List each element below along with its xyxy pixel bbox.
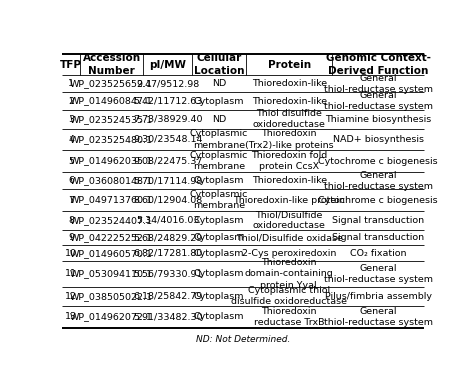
Text: 7.73/38929.40: 7.73/38929.40 [133, 115, 202, 124]
Text: 5: 5 [68, 157, 74, 166]
Text: ND: ND [212, 79, 226, 88]
Text: General
thiol-reductase system: General thiol-reductase system [324, 170, 433, 191]
Text: WP_023525652.1: WP_023525652.1 [70, 79, 153, 88]
Text: WP_053094110.1: WP_053094110.1 [70, 269, 153, 278]
Text: Protein: Protein [268, 60, 311, 70]
Text: General
thiol-reductase system: General thiol-reductase system [324, 91, 433, 111]
Text: Cytoplasmic
membrane: Cytoplasmic membrane [190, 129, 248, 149]
Text: TFP: TFP [60, 60, 82, 70]
Text: 12: 12 [65, 292, 77, 301]
Text: 11: 11 [65, 269, 77, 278]
Text: 2: 2 [68, 96, 74, 106]
Text: WP_049713760.1: WP_049713760.1 [70, 195, 153, 204]
Text: WP_014962035.1: WP_014962035.1 [70, 157, 153, 166]
Text: Thioredoxin-like: Thioredoxin-like [252, 79, 327, 88]
Text: WP_014960847.1: WP_014960847.1 [70, 96, 153, 106]
Text: pI/MW: pI/MW [149, 60, 186, 70]
Text: WP_023524535.1: WP_023524535.1 [70, 115, 153, 124]
Text: Cytochrome c biogenesis: Cytochrome c biogenesis [318, 195, 438, 204]
Text: Thioredoxin-like protein: Thioredoxin-like protein [233, 195, 345, 204]
Text: 8.60/12904.08: 8.60/12904.08 [133, 195, 202, 204]
Text: WP_023525480.1: WP_023525480.1 [70, 135, 153, 144]
Text: WP_038505022.1: WP_038505022.1 [70, 292, 153, 301]
Text: CO₂ fixation: CO₂ fixation [350, 249, 406, 258]
Text: Thioredoxin
(Trx2)-like proteins: Thioredoxin (Trx2)-like proteins [245, 129, 334, 149]
Text: Thioredoxin fold
protein CcsX: Thioredoxin fold protein CcsX [251, 151, 328, 171]
Text: Thiol disulfide
oxidoreductase: Thiol disulfide oxidoreductase [253, 109, 326, 129]
Text: Accession
Number: Accession Number [82, 53, 141, 76]
Text: Genomic Context-
Derived Function: Genomic Context- Derived Function [326, 53, 430, 76]
Text: Thioredoxin-like: Thioredoxin-like [252, 96, 327, 106]
Text: Cytoplasm: Cytoplasm [194, 176, 244, 185]
Text: Signal transduction: Signal transduction [332, 233, 424, 242]
Text: 9.08/22475.37: 9.08/22475.37 [133, 157, 202, 166]
Text: Thioredoxin
reductase TrxB: Thioredoxin reductase TrxB [254, 307, 325, 327]
Text: 10: 10 [65, 249, 77, 258]
Text: 2-Cys peroxiredoxin: 2-Cys peroxiredoxin [242, 249, 337, 258]
Text: Thioredoxin-like: Thioredoxin-like [252, 176, 327, 185]
Text: Cytoplasm: Cytoplasm [194, 292, 244, 301]
Text: 4: 4 [68, 135, 74, 144]
Text: WP_042225252.1: WP_042225252.1 [70, 233, 153, 242]
Text: NAD+ biosynthesis: NAD+ biosynthesis [333, 135, 424, 144]
Text: Cytochrome c biogenesis: Cytochrome c biogenesis [318, 157, 438, 166]
Text: 5.91/33482.30: 5.91/33482.30 [133, 312, 202, 321]
Text: Cytoplasm: Cytoplasm [194, 216, 244, 225]
Text: Thiol/Disulfide
oxidoreductase: Thiol/Disulfide oxidoreductase [253, 210, 326, 230]
Text: 9: 9 [68, 233, 74, 242]
Text: 7: 7 [68, 195, 74, 204]
Text: 8: 8 [68, 216, 74, 225]
Text: Thiol/Disulfide oxidase: Thiol/Disulfide oxidase [236, 233, 343, 242]
Text: Cytoplasmic
membrane: Cytoplasmic membrane [190, 190, 248, 210]
Text: 9.30/23548.14: 9.30/23548.14 [133, 135, 202, 144]
Text: 6.82/17281.80: 6.82/17281.80 [133, 249, 202, 258]
Text: 3: 3 [68, 115, 74, 124]
Text: Cytoplasmic
membrane: Cytoplasmic membrane [190, 151, 248, 171]
Text: Pilus/fimbria assembly: Pilus/fimbria assembly [325, 292, 431, 301]
Text: Cytoplasm: Cytoplasm [194, 96, 244, 106]
Text: General
thiol-reductase system: General thiol-reductase system [324, 307, 433, 327]
Text: Cytoplasm: Cytoplasm [194, 249, 244, 258]
Text: 5.42/11712.63: 5.42/11712.63 [133, 96, 202, 106]
Text: Cytoplasm: Cytoplasm [194, 312, 244, 321]
Text: Cellular
Location: Cellular Location [194, 53, 244, 76]
Text: 5.56/79330.91: 5.56/79330.91 [133, 269, 202, 278]
Text: 9.47/9512.98: 9.47/9512.98 [136, 79, 199, 88]
Text: Cytoplasmic thiol
disulfide oxidoreductase: Cytoplasmic thiol disulfide oxidoreducta… [231, 286, 347, 307]
Text: Thioredoxin
domain-containing
protein YyaL: Thioredoxin domain-containing protein Yy… [245, 258, 334, 289]
Text: General
thiol-reductase system: General thiol-reductase system [324, 74, 433, 94]
Text: General
thiol-reductase system: General thiol-reductase system [324, 264, 433, 284]
Text: WP_014962072.1: WP_014962072.1 [70, 312, 153, 321]
Text: 5.34/4016.03: 5.34/4016.03 [136, 216, 200, 225]
Text: WP_036080148.1: WP_036080148.1 [70, 176, 153, 185]
Text: Thiamine biosynthesis: Thiamine biosynthesis [325, 115, 431, 124]
Text: 1: 1 [68, 79, 74, 88]
Text: 5.68/24829.29: 5.68/24829.29 [133, 233, 202, 242]
Text: WP_014960570.1: WP_014960570.1 [70, 249, 153, 258]
Text: WP_023524407.1: WP_023524407.1 [70, 216, 153, 225]
Text: ND: Not Determined.: ND: Not Determined. [196, 335, 290, 344]
Text: Cytoplasm: Cytoplasm [194, 233, 244, 242]
Text: Cytoplasm: Cytoplasm [194, 269, 244, 278]
Text: 6.18/25842.79: 6.18/25842.79 [133, 292, 202, 301]
Text: 5.70/17114.98: 5.70/17114.98 [133, 176, 202, 185]
Text: Signal transduction: Signal transduction [332, 216, 424, 225]
Text: 6: 6 [68, 176, 74, 185]
Text: ND: ND [212, 115, 226, 124]
Text: 13: 13 [65, 312, 77, 321]
